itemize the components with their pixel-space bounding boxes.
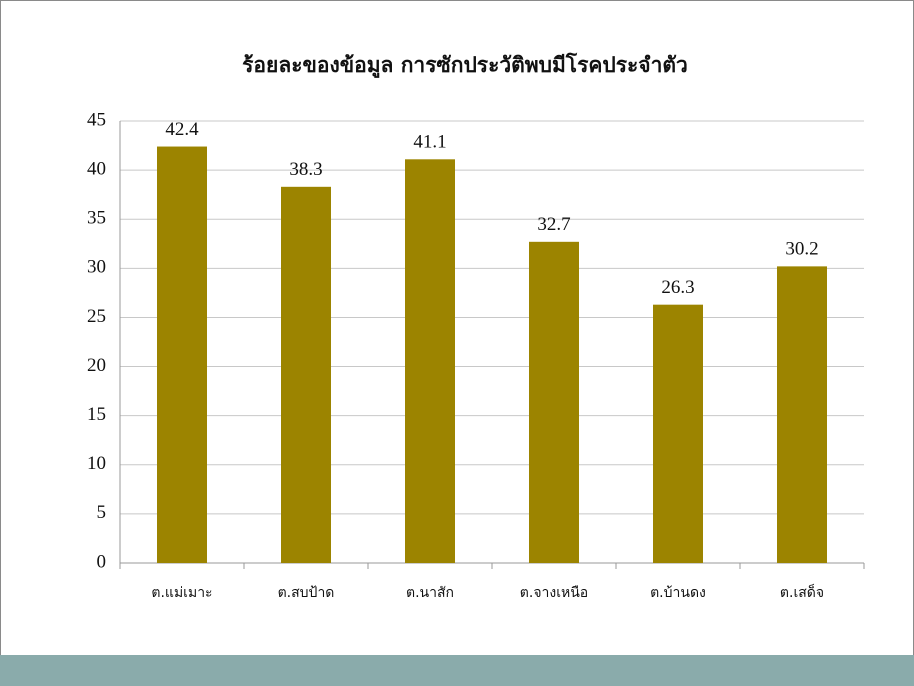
x-tick-label: ต.เสด็จ [780, 583, 824, 601]
data-label: 26.3 [661, 277, 694, 298]
x-tick-label: ต.นาสัก [406, 585, 454, 601]
bar [405, 159, 455, 563]
bar [281, 186, 331, 563]
x-tick-label: ต.จางเหนือ [520, 585, 588, 601]
y-tick-label: 45 [87, 109, 106, 130]
y-tick-label: 0 [97, 551, 107, 572]
bar [777, 266, 827, 563]
y-tick-label: 5 [97, 502, 107, 523]
y-tick-label: 10 [87, 453, 106, 474]
y-tick-label: 20 [87, 355, 106, 376]
y-tick-label: 30 [87, 257, 106, 278]
bar [653, 304, 703, 563]
y-tick-label: 15 [87, 404, 106, 425]
chart-title: ร้อยละของข้อมูล การซักประวัติพบมีโรคประจ… [242, 52, 688, 79]
x-tick-label: ต.สบป้าด [278, 585, 335, 601]
data-label: 38.3 [289, 159, 322, 180]
data-label: 30.2 [785, 239, 818, 260]
x-tick-label: ต.แม่เมาะ [151, 585, 212, 601]
y-tick-label: 35 [87, 208, 106, 229]
x-tick-label: ต.บ้านดง [650, 585, 706, 601]
data-label: 41.1 [413, 132, 446, 153]
bar [157, 146, 207, 563]
footer-band [0, 655, 914, 686]
data-label: 42.4 [165, 119, 199, 140]
y-tick-label: 25 [87, 306, 106, 327]
y-tick-label: 40 [87, 158, 106, 179]
data-label: 32.7 [537, 214, 570, 235]
bar [529, 241, 579, 563]
